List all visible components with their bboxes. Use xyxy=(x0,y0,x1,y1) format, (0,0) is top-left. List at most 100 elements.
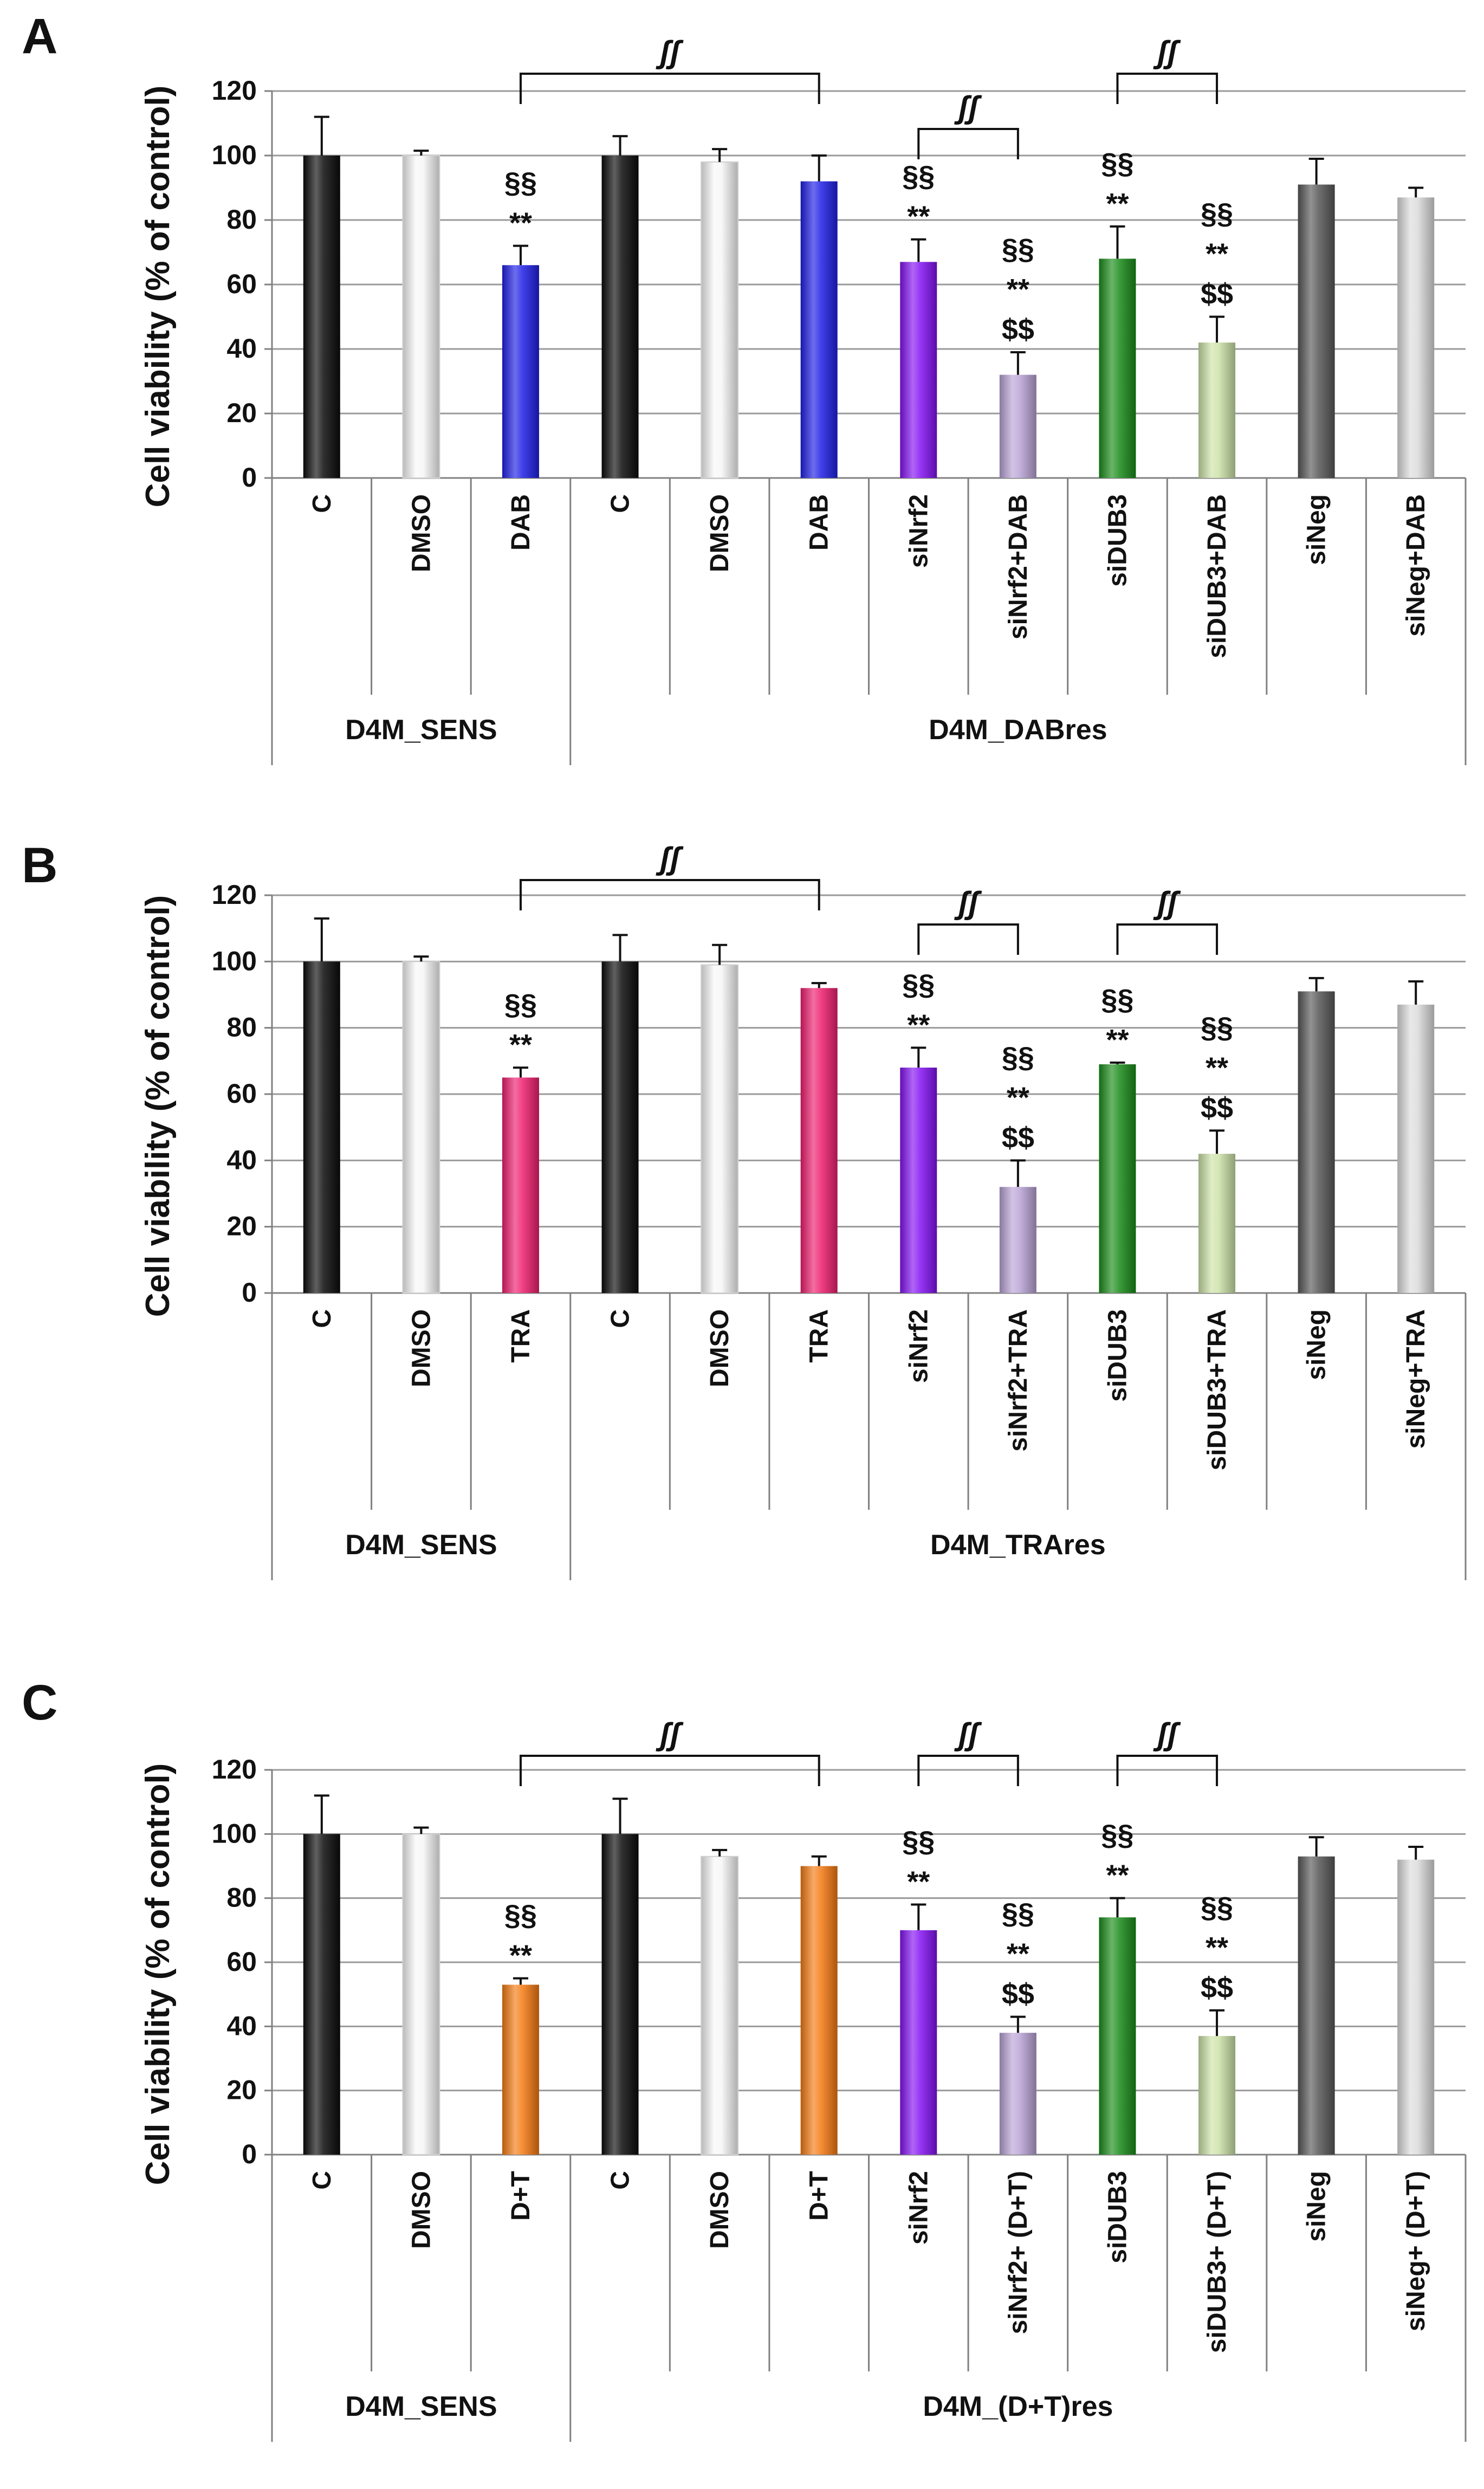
bar-6 xyxy=(800,1866,838,2155)
category-label: C xyxy=(606,494,635,513)
significance-bracket xyxy=(519,73,820,104)
significance-mark: ** xyxy=(509,1029,532,1061)
significance-mark: §§ xyxy=(902,968,935,1001)
group-label: D4M_SENS xyxy=(345,1529,497,1561)
category-label: TRA xyxy=(805,1309,834,1363)
bar-12 xyxy=(1397,1859,1435,2155)
group-label: D4M_SENS xyxy=(345,2391,497,2422)
y-tick-label: 40 xyxy=(226,2010,257,2041)
significance-mark: ** xyxy=(1106,1859,1129,1892)
bar-7 xyxy=(900,1930,937,2155)
significance-mark: ** xyxy=(1007,1938,1029,1970)
bar-5 xyxy=(701,964,739,1294)
significance-mark: ** xyxy=(1007,1081,1029,1114)
significance-mark: §§ xyxy=(504,1899,537,1932)
y-tick-label: 120 xyxy=(212,1754,257,1785)
bracket-label: ʃʃ xyxy=(954,1717,983,1752)
significance-bracket xyxy=(917,923,1019,955)
y-tick-label: 80 xyxy=(226,1012,257,1043)
bar-4 xyxy=(601,961,639,1293)
bar-4 xyxy=(601,156,639,478)
category-label: siNeg xyxy=(1302,2171,1331,2242)
bracket-label: ʃʃ xyxy=(656,841,684,876)
bar-6 xyxy=(800,181,838,479)
y-tick-label: 120 xyxy=(212,75,257,106)
bar-10 xyxy=(1198,2036,1236,2155)
bar-1 xyxy=(303,156,340,478)
y-tick-label: 0 xyxy=(242,2139,257,2169)
category-label: siNeg+DAB xyxy=(1402,494,1430,637)
bar-1 xyxy=(303,961,340,1293)
y-axis-title: Cell viability (% of control) xyxy=(139,895,177,1317)
category-label: siNrf2 xyxy=(904,1309,933,1383)
bar-5 xyxy=(701,1856,739,2155)
bar-7 xyxy=(900,262,937,478)
significance-mark: ** xyxy=(907,201,930,233)
category-label: siNrf2+TRA xyxy=(1004,1309,1033,1452)
significance-mark: §§ xyxy=(1002,1898,1034,1930)
bar-1 xyxy=(303,1834,340,2155)
category-label: D+T xyxy=(805,2171,834,2221)
category-label: siNrf2 xyxy=(904,494,933,568)
category-label: DMSO xyxy=(705,1309,734,1387)
bar-9 xyxy=(1099,1917,1136,2155)
category-label: DMSO xyxy=(407,1309,436,1387)
bar-11 xyxy=(1298,991,1335,1293)
y-axis-title: Cell viability (% of control) xyxy=(139,1763,177,2186)
category-label: DAB xyxy=(507,494,535,551)
y-tick-label: 60 xyxy=(226,269,257,299)
significance-bracket xyxy=(519,879,820,910)
significance-mark: §§ xyxy=(902,160,935,193)
bar-12 xyxy=(1397,197,1435,479)
panel-label: B xyxy=(22,838,57,893)
significance-mark: §§ xyxy=(504,167,537,199)
significance-mark: ** xyxy=(1206,1931,1228,1964)
chart-panel-c: C 0 20 40 60 80 100 120 Cell viability (% of con… xyxy=(22,1675,1467,2442)
bar-8 xyxy=(999,2033,1036,2155)
bracket-label: ʃʃ xyxy=(954,885,983,921)
y-tick-label: 80 xyxy=(226,1883,257,1913)
category-label: siDUB3 xyxy=(1103,2171,1132,2264)
group-label: D4M_TRAres xyxy=(930,1529,1106,1561)
bar-2 xyxy=(402,155,440,479)
significance-bracket xyxy=(519,1755,820,1786)
y-tick-label: 120 xyxy=(212,880,257,910)
category-label: siNeg+ (D+T) xyxy=(1402,2171,1430,2331)
bar-8 xyxy=(999,1187,1036,1293)
significance-mark: $$ xyxy=(1002,313,1034,346)
significance-mark: $$ xyxy=(1002,1121,1034,1154)
category-label: DMSO xyxy=(407,2171,436,2249)
bar-2 xyxy=(402,961,440,1294)
significance-mark: §§ xyxy=(1201,198,1233,230)
significance-mark: §§ xyxy=(504,988,537,1021)
bracket-label: ʃʃ xyxy=(1153,885,1182,921)
y-tick-label: 60 xyxy=(226,1947,257,1977)
significance-bracket xyxy=(917,1755,1019,1786)
group-label: D4M_DABres xyxy=(929,714,1107,746)
bar-12 xyxy=(1397,1004,1435,1293)
category-label: siDUB3+DAB xyxy=(1203,494,1232,658)
significance-mark: §§ xyxy=(1101,147,1133,180)
significance-mark: §§ xyxy=(1101,1819,1133,1852)
group-label: D4M_SENS xyxy=(345,714,497,746)
bar-3 xyxy=(502,1984,539,2155)
significance-mark: ** xyxy=(1206,238,1228,270)
category-label: C xyxy=(606,2171,635,2190)
y-tick-label: 20 xyxy=(226,2075,257,2105)
significance-mark: §§ xyxy=(1201,1891,1233,1924)
significance-mark: §§ xyxy=(1002,233,1034,266)
y-tick-label: 80 xyxy=(226,204,257,235)
category-label: D+T xyxy=(507,2171,535,2221)
y-tick-label: 40 xyxy=(226,1145,257,1175)
significance-mark: §§ xyxy=(1002,1041,1034,1074)
category-label: TRA xyxy=(507,1309,535,1363)
bar-8 xyxy=(999,374,1036,478)
category-label: siNrf2 xyxy=(904,2171,933,2245)
bar-5 xyxy=(701,161,739,479)
y-tick-label: 0 xyxy=(242,462,257,493)
significance-mark: ** xyxy=(1106,1024,1129,1056)
significance-mark: ** xyxy=(1206,1051,1228,1084)
bar-10 xyxy=(1198,342,1236,478)
category-label: C xyxy=(606,1309,635,1328)
